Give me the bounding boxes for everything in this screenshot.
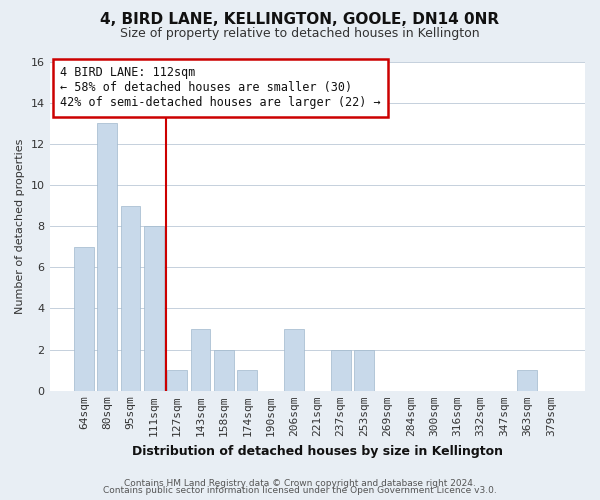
Bar	[354, 350, 374, 391]
Text: Size of property relative to detached houses in Kellington: Size of property relative to detached ho…	[120, 28, 480, 40]
Text: 4 BIRD LANE: 112sqm
← 58% of detached houses are smaller (30)
42% of semi-detach: 4 BIRD LANE: 112sqm ← 58% of detached ho…	[60, 66, 381, 110]
Text: 4, BIRD LANE, KELLINGTON, GOOLE, DN14 0NR: 4, BIRD LANE, KELLINGTON, GOOLE, DN14 0N…	[100, 12, 500, 28]
Bar	[238, 370, 257, 391]
Bar	[214, 350, 234, 391]
Bar	[284, 329, 304, 391]
Y-axis label: Number of detached properties: Number of detached properties	[15, 138, 25, 314]
Bar	[97, 123, 117, 391]
Bar	[144, 226, 164, 391]
X-axis label: Distribution of detached houses by size in Kellington: Distribution of detached houses by size …	[132, 444, 503, 458]
Text: Contains public sector information licensed under the Open Government Licence v3: Contains public sector information licen…	[103, 486, 497, 495]
Bar	[167, 370, 187, 391]
Bar	[331, 350, 350, 391]
Bar	[191, 329, 211, 391]
Text: Contains HM Land Registry data © Crown copyright and database right 2024.: Contains HM Land Registry data © Crown c…	[124, 478, 476, 488]
Bar	[121, 206, 140, 391]
Bar	[517, 370, 538, 391]
Bar	[74, 246, 94, 391]
